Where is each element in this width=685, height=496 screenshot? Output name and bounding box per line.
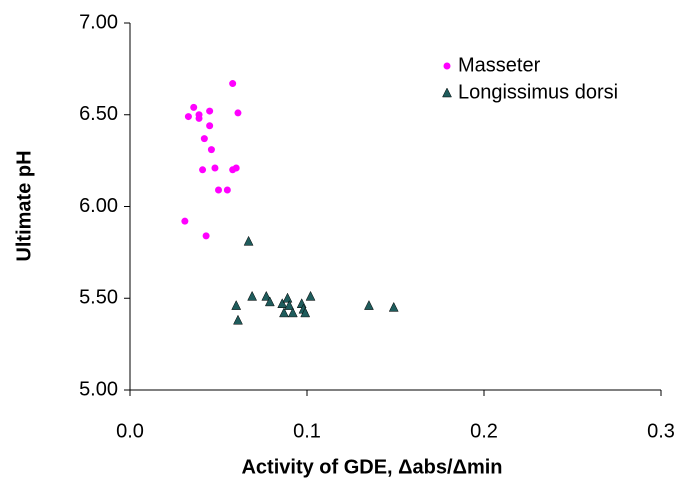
x-tick-label: 0.2 xyxy=(470,420,498,442)
point xyxy=(233,314,243,325)
point xyxy=(279,307,289,318)
point xyxy=(181,217,189,225)
point xyxy=(264,296,275,307)
point xyxy=(277,298,288,309)
y-tick-label: 6.50 xyxy=(79,103,118,125)
point xyxy=(284,300,295,310)
legend-marker xyxy=(442,87,452,98)
point xyxy=(206,107,214,115)
point xyxy=(207,146,215,154)
y-tick-label: 5.50 xyxy=(79,287,118,309)
legend-label: Masseter xyxy=(458,54,541,76)
x-tick-label: 0.1 xyxy=(293,420,321,442)
point xyxy=(296,298,307,309)
point xyxy=(229,80,237,88)
legend-marker xyxy=(443,62,451,70)
point xyxy=(388,301,399,312)
y-tick-label: 7.00 xyxy=(79,11,118,33)
y-tick-label: 6.00 xyxy=(79,195,118,217)
point xyxy=(184,113,192,121)
point xyxy=(247,290,258,301)
point xyxy=(199,166,207,174)
point xyxy=(305,290,316,301)
point xyxy=(200,135,208,143)
point xyxy=(300,307,311,318)
point xyxy=(206,122,214,130)
point xyxy=(232,164,240,172)
point xyxy=(211,164,219,172)
point xyxy=(223,186,231,194)
point xyxy=(364,300,374,310)
point xyxy=(231,300,242,310)
point xyxy=(282,292,293,303)
x-tick-label: 0.0 xyxy=(116,420,144,442)
point xyxy=(195,114,203,122)
x-tick-label: 0.3 xyxy=(647,420,675,442)
y-tick-label: 5.00 xyxy=(79,378,118,400)
point xyxy=(243,235,254,246)
y-axis-title: Ultimate pH xyxy=(13,150,35,261)
point xyxy=(287,307,298,318)
legend-label: Longissimus dorsi xyxy=(458,81,618,103)
point xyxy=(202,232,210,240)
point xyxy=(190,103,198,111)
x-axis-title: Activity of GDE, Δabs/Δmin xyxy=(241,456,502,478)
point xyxy=(215,186,222,194)
point xyxy=(261,290,272,301)
point xyxy=(234,109,242,117)
